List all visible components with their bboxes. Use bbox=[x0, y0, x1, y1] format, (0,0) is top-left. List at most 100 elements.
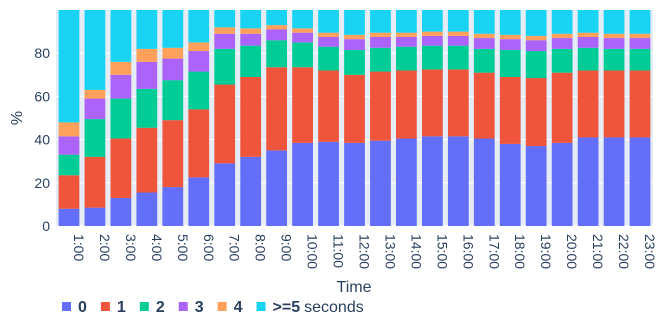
bar-segment bbox=[396, 37, 417, 47]
x-tick-label: 18:00 bbox=[512, 234, 528, 269]
bar-segment bbox=[110, 98, 132, 139]
bar-segment bbox=[266, 67, 288, 151]
legend: 0 1 2 3 4 >=5 seconds bbox=[62, 299, 364, 316]
bar-segment bbox=[162, 10, 184, 48]
bar-segment bbox=[551, 142, 573, 226]
x-tick-label: 7:00 bbox=[227, 234, 243, 261]
y-axis-ticks: 0 20 40 60 80 bbox=[34, 45, 50, 234]
bar-segment bbox=[396, 138, 417, 226]
x-axis-title: Time bbox=[337, 279, 372, 296]
legend-swatch bbox=[256, 302, 266, 311]
bar-segment bbox=[188, 42, 210, 52]
bar-segment bbox=[447, 69, 469, 137]
bar-segment bbox=[396, 70, 417, 139]
bar-segment bbox=[214, 48, 236, 85]
bar-segment bbox=[136, 48, 158, 62]
bar-segment bbox=[240, 28, 262, 34]
bar-segment bbox=[499, 76, 521, 144]
bar-segment bbox=[629, 48, 651, 71]
bar-segment bbox=[292, 10, 313, 29]
legend-entry: 4 bbox=[234, 299, 243, 316]
bar-segment bbox=[110, 197, 132, 226]
bar-segment bbox=[499, 34, 521, 40]
bar-segment bbox=[603, 10, 625, 34]
bar-segment bbox=[318, 141, 339, 226]
x-tick-label: 10:00 bbox=[305, 234, 321, 269]
bar-segment bbox=[629, 70, 651, 138]
bar-segment bbox=[266, 10, 288, 26]
bar-segment bbox=[629, 137, 651, 226]
x-tick-label: 22:00 bbox=[616, 234, 632, 269]
bar-segment bbox=[396, 46, 417, 71]
bar-segment bbox=[136, 61, 158, 89]
bar-segment bbox=[551, 38, 573, 49]
bar-segment bbox=[370, 47, 391, 72]
x-tick-label: 21:00 bbox=[590, 234, 606, 269]
bar-segment bbox=[396, 10, 417, 33]
x-tick-label: 11:00 bbox=[331, 234, 347, 268]
bar-segment bbox=[318, 37, 339, 47]
bar-segment bbox=[318, 10, 339, 33]
bar-segment bbox=[136, 192, 158, 226]
bar-segment bbox=[577, 37, 599, 48]
bar-segment bbox=[214, 27, 236, 34]
bar-segment bbox=[447, 10, 469, 32]
bar-segment bbox=[603, 137, 625, 226]
x-tick-label: 20:00 bbox=[564, 234, 580, 269]
bar-segment bbox=[188, 10, 210, 43]
x-tick-label: 14:00 bbox=[408, 234, 424, 269]
bar-segment bbox=[525, 10, 547, 36]
bar-segment bbox=[421, 69, 443, 137]
bar-segment bbox=[370, 10, 391, 33]
bar-segment bbox=[344, 39, 365, 50]
bar-segment bbox=[84, 207, 106, 226]
bar-segment bbox=[162, 187, 184, 226]
x-tick-label: 15:00 bbox=[434, 234, 450, 269]
bar-segment bbox=[318, 46, 339, 71]
bar-segment bbox=[447, 136, 469, 226]
bar-segment bbox=[266, 29, 288, 41]
bar-segment bbox=[58, 154, 80, 176]
x-axis-ticks: 1:00 2:00 3:00 4:00 5:00 6:00 7:00 8:00 9:00 10:0… bbox=[71, 234, 658, 269]
bar-segment bbox=[240, 33, 262, 46]
bar-segment bbox=[84, 119, 106, 157]
bar-segment bbox=[577, 70, 599, 138]
legend-entry: 0 bbox=[78, 299, 87, 316]
bar-segment bbox=[577, 47, 599, 71]
bar-segment bbox=[292, 42, 313, 68]
x-tick-label: 1:00 bbox=[71, 234, 87, 261]
legend-entry: 3 bbox=[195, 299, 204, 316]
bar-segment bbox=[629, 33, 651, 39]
y-tick-label: 80 bbox=[34, 45, 50, 61]
bar-segment bbox=[214, 33, 236, 49]
legend-swatch bbox=[178, 302, 188, 311]
x-tick-label: 3:00 bbox=[123, 234, 139, 261]
bar-segment bbox=[447, 35, 469, 46]
bar-segment bbox=[292, 67, 313, 143]
legend-entry: 2 bbox=[156, 299, 165, 316]
x-tick-label: 16:00 bbox=[460, 234, 476, 269]
bar-segment bbox=[421, 10, 443, 32]
legend-swatch bbox=[62, 302, 71, 311]
bar-segment bbox=[577, 32, 599, 37]
x-tick-label: 4:00 bbox=[149, 234, 165, 261]
bar-segment bbox=[629, 10, 651, 34]
y-tick-label: 0 bbox=[42, 218, 50, 234]
bar-segment bbox=[525, 51, 547, 79]
bar-segment bbox=[551, 72, 573, 143]
x-tick-label: 19:00 bbox=[538, 234, 554, 269]
bar-segment bbox=[188, 177, 210, 226]
bar-segment bbox=[58, 10, 80, 123]
bar-segment bbox=[473, 72, 495, 139]
bar-segment bbox=[292, 142, 313, 226]
x-tick-label: 5:00 bbox=[175, 234, 191, 261]
bar-segment bbox=[162, 80, 184, 121]
bar-segment bbox=[240, 45, 262, 77]
bar-segment bbox=[525, 146, 547, 226]
bar-segment bbox=[266, 150, 288, 226]
bar-segment bbox=[629, 38, 651, 49]
bar-segment bbox=[370, 32, 391, 37]
bar-segment bbox=[551, 33, 573, 39]
bar-segment bbox=[525, 40, 547, 52]
x-tick-label: 12:00 bbox=[357, 234, 373, 269]
